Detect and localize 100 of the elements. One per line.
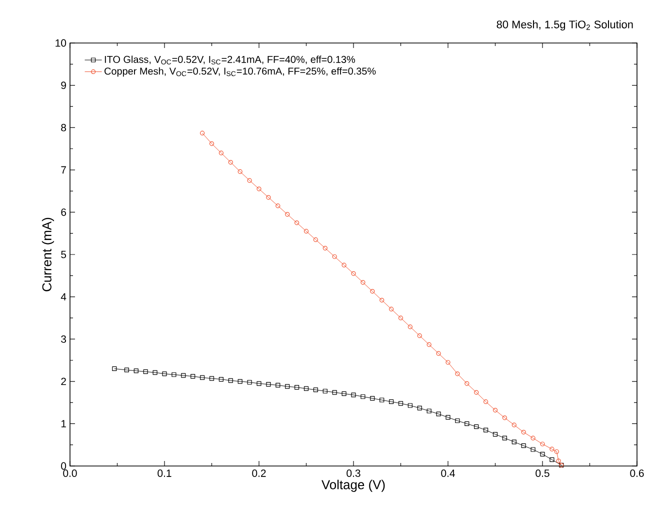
point xyxy=(228,378,233,383)
y-tick-label: 1 xyxy=(61,420,66,428)
point xyxy=(554,449,559,454)
point xyxy=(408,324,412,330)
y-tick-label: 10 xyxy=(56,39,66,47)
y-tick-label: 5 xyxy=(61,250,66,258)
x-axis-title: Voltage (V) xyxy=(322,480,385,492)
point xyxy=(436,412,441,416)
point xyxy=(342,391,346,396)
point xyxy=(285,384,290,389)
point xyxy=(313,237,318,242)
point xyxy=(124,368,129,372)
point xyxy=(530,447,536,452)
point xyxy=(332,390,337,395)
point xyxy=(351,392,356,398)
point xyxy=(276,382,280,388)
point xyxy=(550,446,554,452)
point xyxy=(380,398,384,402)
point xyxy=(238,169,242,174)
point xyxy=(512,440,516,444)
point xyxy=(446,360,450,365)
point xyxy=(464,381,470,386)
point xyxy=(256,381,262,386)
point xyxy=(389,306,394,312)
point xyxy=(398,316,404,320)
point xyxy=(218,376,224,382)
y-tick-label: 9 xyxy=(61,82,66,90)
y-tick-label: 8 xyxy=(61,124,66,132)
legend-label: Copper Mesh, V$_{OC}$=0.52V, I$_{SC}$=10.76mA, FF=25%, eff=0.35% xyxy=(104,67,376,77)
point xyxy=(266,382,271,387)
point xyxy=(360,394,366,399)
point xyxy=(455,371,460,376)
point xyxy=(370,396,375,401)
point xyxy=(238,379,242,384)
point xyxy=(112,366,117,372)
y-axis-title: Current (mA) xyxy=(42,218,54,292)
point xyxy=(218,150,224,156)
point xyxy=(181,373,186,378)
point xyxy=(426,408,432,414)
point xyxy=(304,228,309,234)
point xyxy=(484,428,488,432)
point xyxy=(492,432,498,437)
y-tick-label: 6 xyxy=(61,208,66,216)
point xyxy=(556,458,561,464)
point xyxy=(134,368,138,374)
point xyxy=(474,390,479,395)
point xyxy=(502,436,507,440)
point xyxy=(162,371,167,376)
y-tick-label: 7 xyxy=(61,166,66,174)
point xyxy=(351,271,356,276)
point xyxy=(200,375,205,380)
point xyxy=(502,415,507,420)
point xyxy=(512,422,516,428)
point xyxy=(322,246,328,250)
x-tick-label: 0.5 xyxy=(536,470,550,477)
point xyxy=(474,424,479,429)
point xyxy=(540,452,545,456)
point xyxy=(143,369,148,374)
point xyxy=(446,415,450,420)
point xyxy=(190,374,196,379)
point xyxy=(389,399,394,404)
point xyxy=(521,430,526,434)
point xyxy=(209,376,214,381)
point xyxy=(540,442,545,446)
point xyxy=(285,212,290,217)
point xyxy=(332,254,337,259)
point xyxy=(247,380,252,385)
y-tick-label: 3 xyxy=(61,335,66,343)
point xyxy=(313,388,318,392)
point xyxy=(172,372,176,377)
x-tick-label: 0.2 xyxy=(252,470,266,477)
point xyxy=(436,351,441,356)
point xyxy=(398,401,404,406)
point xyxy=(342,262,346,268)
x-tick-label: 0.4 xyxy=(441,470,455,477)
x-tick-label: 0.1 xyxy=(158,470,172,477)
point xyxy=(426,342,432,347)
point xyxy=(294,220,300,226)
point xyxy=(417,406,422,410)
point xyxy=(209,141,214,146)
y-tick-label: 0 xyxy=(61,462,66,470)
point xyxy=(256,186,262,192)
point xyxy=(276,204,280,208)
y-tick-label: 4 xyxy=(60,293,66,300)
point xyxy=(464,421,470,426)
point xyxy=(360,280,366,285)
chart-title: 80 Mesh, 1.5g TiO$_{2}$ Solution xyxy=(496,20,633,30)
point xyxy=(266,195,271,200)
point xyxy=(521,443,526,448)
point xyxy=(370,289,375,294)
x-tick-label: 0.0 xyxy=(63,470,77,477)
point xyxy=(380,298,384,302)
point xyxy=(550,457,554,462)
point xyxy=(322,388,328,394)
point xyxy=(492,408,498,412)
point xyxy=(247,178,252,183)
legend-label: ITO Glass, V$_{OC}$=0.52V, I$_{SC}$=2.41mA, FF=40%, eff=0.13% xyxy=(104,56,356,64)
point xyxy=(484,399,488,404)
point xyxy=(530,436,536,440)
point xyxy=(152,370,158,375)
